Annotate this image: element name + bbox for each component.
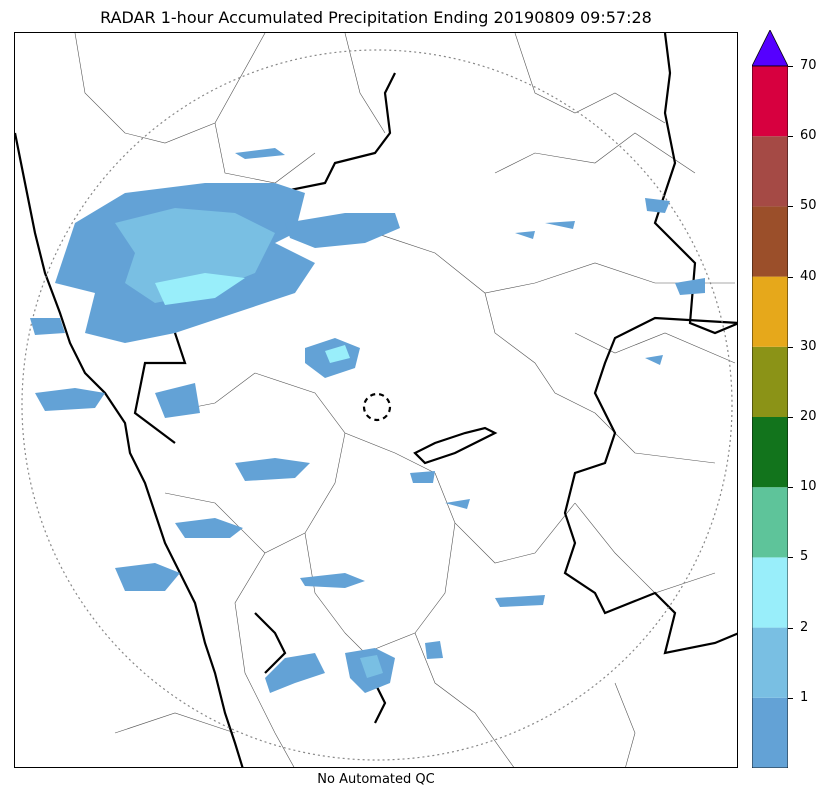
colorbar-tick-label: 2 [800, 619, 809, 635]
colorbar-tick [788, 136, 793, 138]
radar-map[interactable] [14, 32, 738, 768]
radar-map-canvas [15, 33, 737, 767]
colorbar-extend-arrow [752, 30, 788, 67]
colorbar-tick [788, 276, 793, 278]
colorbar-tick-label: 1 [800, 689, 809, 705]
colorbar-tick-label: 20 [800, 409, 817, 424]
colorbar-bin [752, 557, 788, 628]
colorbar-bin [752, 66, 788, 137]
colorbar-bin [752, 487, 788, 558]
colorbar-bins [752, 66, 788, 768]
colorbar-tick [788, 627, 793, 629]
precipitation-echoes [30, 148, 705, 693]
map-title: RADAR 1-hour Accumulated Precipitation E… [100, 8, 652, 27]
colorbar-tick [788, 697, 793, 699]
colorbar-tick [788, 557, 793, 559]
colorbar-bin [752, 136, 788, 207]
colorbar [752, 30, 788, 768]
colorbar-tick-label: 5 [800, 549, 809, 565]
radar-site-marker [362, 392, 392, 422]
colorbar-tick-label: 50 [800, 198, 817, 214]
colorbar-tick [788, 206, 793, 208]
state-borders [133, 33, 737, 724]
colorbar-tick [788, 417, 793, 418]
colorbar-tick [788, 487, 793, 489]
colorbar-tick-label: 60 [800, 128, 817, 144]
colorbar-tick [788, 66, 793, 67]
colorbar-bin [752, 417, 788, 488]
colorbar-tick-label: 30 [800, 338, 817, 354]
colorbar-bin [752, 276, 788, 347]
colorbar-bin [752, 206, 788, 277]
district-boundaries [74, 33, 736, 767]
colorbar-tick [788, 346, 793, 348]
colorbar-tick-label: 10 [800, 479, 817, 495]
colorbar-bin [752, 627, 788, 698]
qc-note: No Automated QC [317, 772, 435, 787]
range-ring [21, 49, 733, 761]
colorbar-tick-label: 40 [800, 268, 817, 284]
coastline [15, 132, 244, 767]
colorbar-tick-label: 70 [800, 58, 817, 73]
colorbar-bin [752, 697, 788, 768]
colorbar-bin [752, 346, 788, 417]
